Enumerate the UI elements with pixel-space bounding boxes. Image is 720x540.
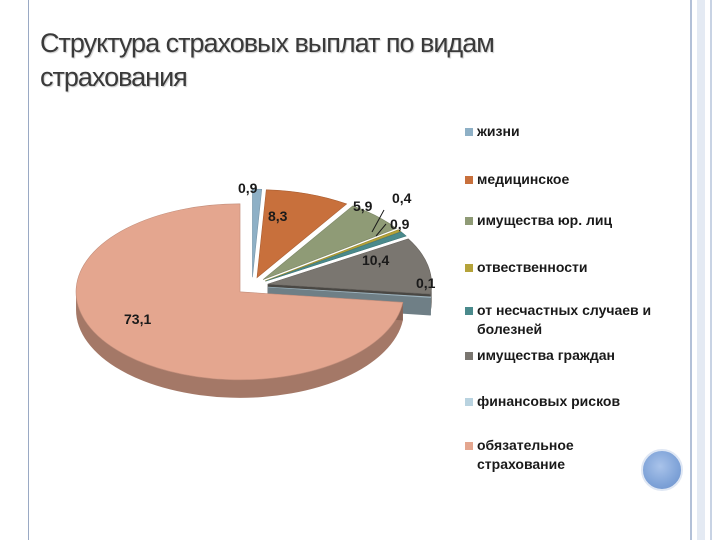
data-label-7: 0,1 (416, 275, 436, 291)
legend-item: финансовых рисков (465, 392, 657, 411)
legend-label: финансовых рисков (477, 393, 621, 409)
data-label-1: 0,9 (238, 180, 258, 196)
title-line-2: страхования (40, 62, 188, 92)
pie-slice-2 (256, 189, 348, 279)
data-label-6: 10,4 (362, 252, 389, 268)
data-label-2: 8,3 (268, 208, 288, 224)
page-title: Структура страховых выплат по видам стра… (40, 26, 600, 94)
frame-line-left (28, 0, 29, 540)
data-labels: 0,9 8,3 5,9 0,4 0,9 10,4 0,1 73,1 (124, 180, 436, 327)
pie-slice-4 (265, 229, 402, 282)
legend-item: медицинское (465, 170, 657, 189)
navigation-circle-button[interactable] (641, 449, 683, 491)
pie-slice-8 (75, 203, 404, 381)
legend-label: имущества юр. лиц (477, 212, 613, 228)
data-label-3: 5,9 (353, 198, 373, 214)
leader-line-2 (375, 223, 387, 237)
title-line-1: Структура страховых выплат по видам (40, 28, 495, 58)
frame-line-right (690, 0, 692, 540)
legend-item: от несчастных случаев и болезней (465, 301, 657, 339)
legend-item: жизни (465, 122, 657, 141)
legend-swatch (465, 442, 473, 450)
legend-label: обязательное страхование (477, 437, 574, 472)
legend-swatch (465, 352, 473, 360)
pie-slice-side (76, 291, 403, 398)
legend-item: имущества юр. лиц (465, 211, 657, 230)
legend-swatch (465, 128, 473, 136)
legend-swatch (465, 217, 473, 225)
data-label-5: 0,9 (390, 216, 410, 232)
frame-band-right (697, 0, 705, 540)
pie-slice-7 (267, 286, 432, 298)
legend-item: обязательное страхование (465, 436, 657, 474)
legend-label: имущества граждан (477, 347, 615, 363)
legend-swatch (465, 176, 473, 184)
legend-item: имущества граждан (465, 346, 657, 365)
pie-slice-5 (265, 231, 407, 282)
pie-slice-1 (252, 188, 263, 278)
legend-label: отвественности (477, 259, 588, 275)
data-label-4: 0,4 (392, 190, 412, 206)
frame-line-right-outer (710, 0, 712, 540)
pie-tops (75, 188, 432, 381)
legend-item: отвественности (465, 258, 657, 277)
legend-label: жизни (477, 123, 520, 139)
data-label-8: 73,1 (124, 311, 151, 327)
legend-swatch (465, 307, 473, 315)
leader-line-1 (371, 209, 385, 233)
legend-label: от несчастных случаев и болезней (477, 302, 652, 337)
pie-slice-3 (262, 205, 397, 280)
legend-label: медицинское (477, 171, 570, 187)
pie-slice-6 (267, 238, 432, 295)
legend-swatch (465, 264, 473, 272)
legend-swatch (465, 398, 473, 406)
